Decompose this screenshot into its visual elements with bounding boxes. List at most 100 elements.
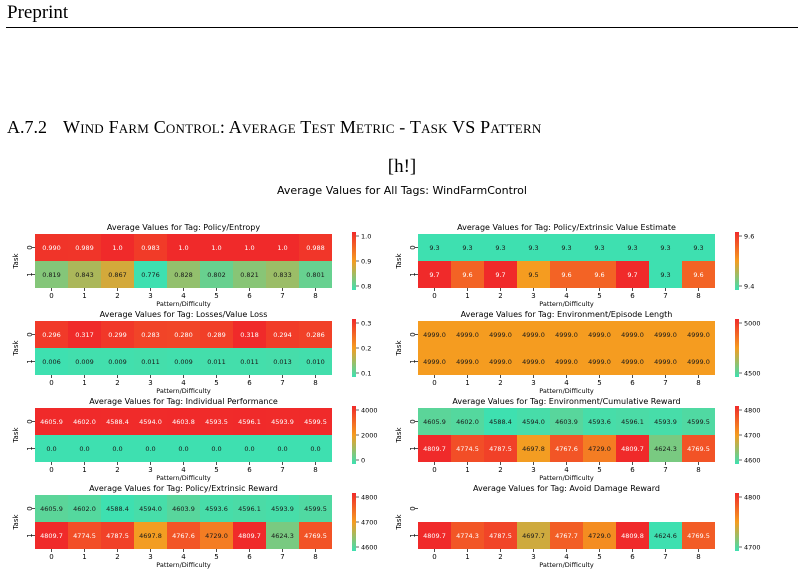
- heatmap-cell: [583, 348, 616, 375]
- x-axis-label: Pattern/Difficulty: [539, 300, 594, 308]
- cell-label: 0.011: [141, 358, 160, 366]
- heatmap-cell: [682, 522, 715, 549]
- cell-label: 4999.0: [456, 358, 479, 366]
- heatmap-cell: [266, 348, 299, 375]
- x-tick-label: 5: [597, 292, 601, 300]
- cell-label: 0.0: [244, 445, 254, 453]
- colorbar-tick-label: 4700: [744, 432, 761, 440]
- cell-label: 4588.4: [106, 505, 129, 513]
- x-tick-label: 0: [432, 553, 436, 561]
- heatmap-cell: [616, 234, 649, 261]
- heatmap-cell: [583, 522, 616, 549]
- x-tick-label: 6: [630, 466, 635, 474]
- x-tick-label: 7: [663, 466, 667, 474]
- heatmap-cell: [418, 234, 451, 261]
- cell-label: 4999.0: [423, 331, 446, 339]
- heatmap-cell: [266, 234, 299, 261]
- cell-label: 9.3: [495, 244, 505, 252]
- colorbar-tick-label: 4600: [361, 544, 378, 552]
- cell-label: 0.011: [240, 358, 259, 366]
- x-tick-label: 3: [531, 553, 535, 561]
- heatmap-cell: [134, 234, 167, 261]
- cell-label: 9.3: [627, 244, 637, 252]
- cell-label: 4594.0: [139, 418, 162, 426]
- heatmap-cell: [299, 321, 332, 348]
- heatmap-cell: [134, 348, 167, 375]
- heatmap-cell: [200, 495, 233, 522]
- cell-label: 0.776: [141, 271, 160, 279]
- cell-label: 4999.0: [489, 358, 512, 366]
- cell-label: 4603.9: [172, 505, 195, 513]
- cell-label: 4593.6: [588, 418, 611, 426]
- cell-label: 4809.7: [423, 532, 446, 540]
- colorbar-tick-label: 4800: [744, 407, 761, 415]
- colorbar-tick-label: 4700: [361, 519, 378, 527]
- heatmap-cell: [682, 321, 715, 348]
- colorbar-tick-label: 0.9: [361, 258, 371, 266]
- heatmap-cell: [101, 495, 134, 522]
- cell-label: 0.828: [174, 271, 193, 279]
- x-tick-label: 2: [115, 466, 119, 474]
- heatmap-cell: [68, 261, 101, 288]
- heatmap-cell: [451, 408, 484, 435]
- heatmap-cell: [101, 348, 134, 375]
- x-tick-label: 4: [181, 466, 186, 474]
- heatmap-cell: [682, 261, 715, 288]
- heatmap-cell: [583, 261, 616, 288]
- y-tick-label: 1: [26, 446, 34, 450]
- heatmap-cell: [484, 234, 517, 261]
- x-tick-label: 6: [247, 553, 252, 561]
- cell-label: 0.983: [141, 244, 160, 252]
- cell-label: 0.0: [112, 445, 122, 453]
- heatmap-cell: [649, 348, 682, 375]
- y-tick-label: 0: [409, 506, 417, 510]
- cell-label: 4602.0: [73, 418, 96, 426]
- x-tick-label: 4: [564, 292, 569, 300]
- x-tick-label: 4: [564, 466, 569, 474]
- cell-label: 4809.7: [621, 445, 644, 453]
- cell-label: 0.801: [306, 271, 325, 279]
- x-tick-label: 8: [313, 553, 317, 561]
- heatmap-cell: [616, 261, 649, 288]
- cell-label: 0.843: [75, 271, 94, 279]
- cell-label: 0.286: [306, 331, 325, 339]
- x-tick-label: 2: [115, 379, 119, 387]
- colorbar-tick-label: 2000: [361, 432, 378, 440]
- heatmap-cell: [200, 348, 233, 375]
- heatmap-cell: [167, 234, 200, 261]
- cell-label: 9.7: [429, 271, 439, 279]
- colorbar-tick-label: 0: [361, 457, 365, 465]
- heatmap-cell: [101, 408, 134, 435]
- heatmap-cell: [68, 408, 101, 435]
- heatmap-cell: [550, 522, 583, 549]
- heatmap-cell: [266, 495, 299, 522]
- cell-label: 4769.5: [687, 532, 710, 540]
- cell-label: 1.0: [211, 244, 221, 252]
- heatmap-cell: [484, 408, 517, 435]
- heatmap-cell: [517, 261, 550, 288]
- cell-label: 0.0: [46, 445, 56, 453]
- cell-label: 4599.5: [304, 505, 327, 513]
- cell-label: 4999.0: [555, 358, 578, 366]
- cell-label: 4697.8: [139, 532, 162, 540]
- heatmap-cell: [167, 522, 200, 549]
- cell-label: 9.3: [561, 244, 571, 252]
- cell-label: 9.3: [693, 244, 703, 252]
- cell-label: 0.010: [306, 358, 325, 366]
- x-tick-label: 2: [115, 553, 119, 561]
- x-tick-label: 4: [564, 379, 569, 387]
- x-tick-label: 2: [498, 553, 502, 561]
- heatmap-cell: [266, 321, 299, 348]
- heatmap-cell: [233, 435, 266, 462]
- y-tick-label: 0: [26, 419, 34, 423]
- heatmap-cell: [35, 435, 68, 462]
- x-tick-label: 5: [214, 553, 218, 561]
- x-axis-label: Pattern/Difficulty: [539, 561, 594, 569]
- cell-label: 0.009: [108, 358, 127, 366]
- y-tick-label: 1: [26, 359, 34, 363]
- x-tick-label: 0: [49, 553, 53, 561]
- heatmap-cell: [233, 522, 266, 549]
- heatmap-cell: [134, 408, 167, 435]
- colorbar-tick-label: 4500: [744, 370, 761, 378]
- heatmap-title: Average Values for Tag: Policy/Entropy: [107, 223, 260, 232]
